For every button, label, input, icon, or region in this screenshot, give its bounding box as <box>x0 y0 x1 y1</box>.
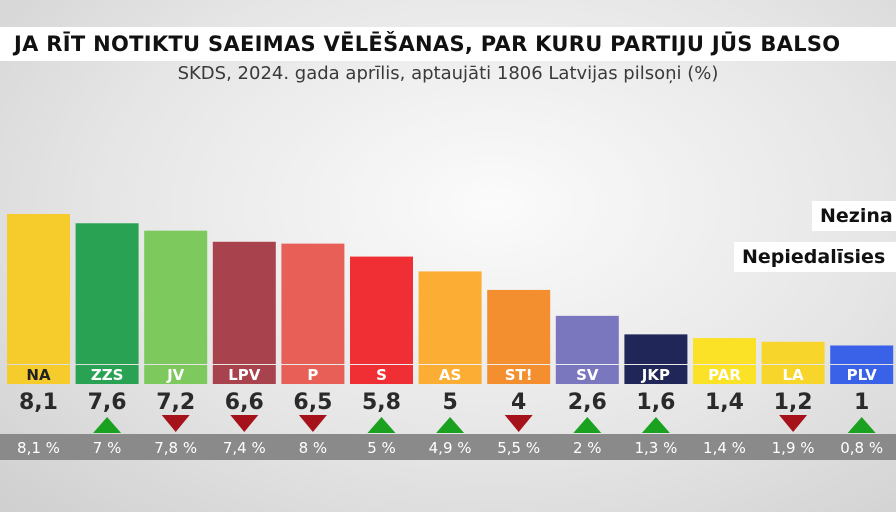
previous-value-label-10: 1,4 % <box>703 439 746 457</box>
value-label-3: 6,6 <box>225 390 264 415</box>
value-label-7: 4 <box>511 390 526 415</box>
bar-4 <box>281 243 345 364</box>
previous-value-label-0: 8,1 % <box>17 439 60 457</box>
category-label-bg-10 <box>693 365 756 384</box>
previous-value-label-9: 1,3 % <box>634 439 677 457</box>
category-label-bg-1 <box>75 365 139 384</box>
chart-subtitle: SKDS, 2024. gada aprīlis, aptaujāti 1806… <box>177 63 719 84</box>
category-label-bg-4 <box>281 365 345 384</box>
previous-value-label-6: 4,9 % <box>429 439 472 457</box>
bar-8 <box>555 315 619 364</box>
value-label-0: 8,1 <box>19 390 58 415</box>
category-label-bg-6 <box>418 365 482 384</box>
value-label-5: 5,8 <box>362 390 401 415</box>
bar-9 <box>624 334 688 364</box>
category-label-1: ZZS <box>91 366 124 384</box>
trend-up-icon-1 <box>93 417 122 433</box>
value-label-11: 1,2 <box>774 390 813 415</box>
category-label-3: LPV <box>228 366 261 384</box>
category-label-bg-2 <box>144 365 208 384</box>
previous-value-label-12: 0,8 % <box>840 439 883 457</box>
category-label-10: PAR <box>708 366 741 384</box>
category-label-11: LA <box>783 366 805 384</box>
category-label-bg-0 <box>7 365 70 384</box>
trend-down-icon-3 <box>230 415 259 432</box>
category-label-7: ST! <box>505 366 533 384</box>
bar-5 <box>350 256 413 364</box>
category-label-bg-9 <box>624 365 688 384</box>
trend-up-icon-9 <box>641 417 670 433</box>
category-label-9: JKP <box>641 366 670 384</box>
category-label-bg-12 <box>830 365 894 384</box>
value-label-9: 1,6 <box>636 390 675 415</box>
bar-10 <box>693 338 756 364</box>
previous-value-label-3: 7,4 % <box>223 439 266 457</box>
trend-up-icon-6 <box>436 417 465 433</box>
value-label-10: 1,4 <box>705 390 744 415</box>
trend-down-icon-2 <box>161 415 190 432</box>
previous-value-label-2: 7,8 % <box>154 439 197 457</box>
trend-down-icon-11 <box>779 415 808 432</box>
bar-3 <box>212 241 276 364</box>
value-label-12: 1 <box>854 390 869 415</box>
trend-up-icon-5 <box>367 417 396 433</box>
bar-12 <box>830 345 894 364</box>
bar-6 <box>418 271 482 364</box>
category-label-bg-7 <box>487 365 551 384</box>
side-label-nezina: Nezina <box>812 201 896 231</box>
bar-7 <box>487 289 551 364</box>
category-label-2: JV <box>166 366 185 384</box>
category-label-6: AS <box>439 366 461 384</box>
category-label-bg-3 <box>212 365 276 384</box>
category-label-bg-8 <box>555 365 619 384</box>
bar-1 <box>75 223 139 364</box>
chart-title: JA RĪT NOTIKTU SAEIMAS VĒLĒŠANAS, PAR KU… <box>14 32 841 56</box>
category-label-8: SV <box>576 366 599 384</box>
previous-value-label-11: 1,9 % <box>772 439 815 457</box>
category-label-0: NA <box>26 366 51 384</box>
value-label-6: 5 <box>442 390 457 415</box>
category-label-4: P <box>307 366 318 384</box>
bar-2 <box>144 230 208 364</box>
trend-down-icon-4 <box>298 415 327 432</box>
side-label-nepiedalisies: Nepiedalīsies <box>734 242 896 272</box>
previous-value-label-5: 5 % <box>367 439 396 457</box>
previous-value-label-1: 7 % <box>93 439 122 457</box>
title-bar: JA RĪT NOTIKTU SAEIMAS VĒLĒŠANAS, PAR KU… <box>0 27 896 61</box>
trend-up-icon-12 <box>847 417 876 433</box>
trend-up-icon-8 <box>573 417 602 433</box>
category-label-bg-11 <box>761 365 825 384</box>
category-label-12: PLV <box>847 366 877 384</box>
category-label-5: S <box>376 366 387 384</box>
trend-down-icon-7 <box>504 415 533 432</box>
value-label-4: 6,5 <box>293 390 332 415</box>
bar-0 <box>7 214 70 364</box>
previous-value-label-8: 2 % <box>573 439 602 457</box>
category-label-bg-5 <box>350 365 413 384</box>
bar-11 <box>761 341 825 364</box>
value-label-2: 7,2 <box>156 390 195 415</box>
value-label-8: 2,6 <box>568 390 607 415</box>
previous-values-band <box>0 434 896 460</box>
value-label-1: 7,6 <box>88 390 127 415</box>
previous-value-label-4: 8 % <box>299 439 328 457</box>
previous-value-label-7: 5,5 % <box>497 439 540 457</box>
